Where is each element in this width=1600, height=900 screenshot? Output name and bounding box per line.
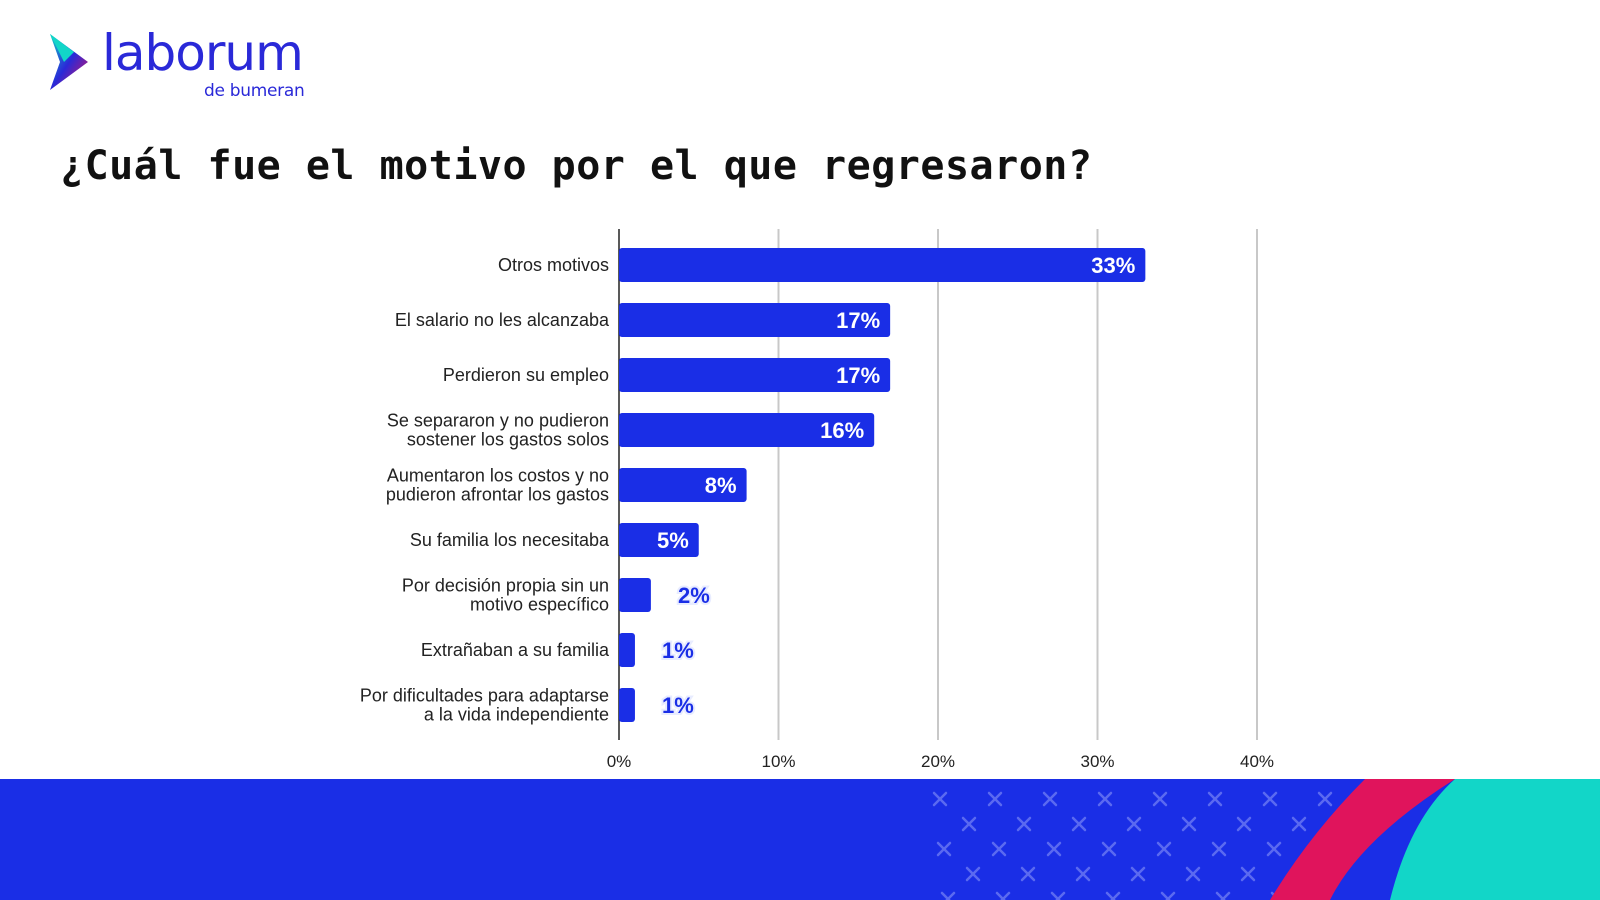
cross-mark xyxy=(1266,841,1282,857)
cross-mark xyxy=(1262,791,1278,807)
cross-mark xyxy=(1020,866,1036,882)
bar xyxy=(619,303,891,337)
x-tick-label: 0% xyxy=(607,752,632,771)
cross-mark xyxy=(991,841,1007,857)
cross-mark xyxy=(1236,816,1252,832)
cross-mark xyxy=(1046,841,1062,857)
bar-value-label: 17% xyxy=(836,363,880,388)
brand-logo: laborum de bumeran xyxy=(44,26,324,106)
category-label: Aumentaron los costos y no xyxy=(387,466,609,486)
cross-mark xyxy=(1055,891,1066,900)
category-label: Otros motivos xyxy=(498,255,609,275)
bar xyxy=(619,578,651,612)
cross-mark xyxy=(945,891,956,900)
bar xyxy=(619,358,891,392)
footer-teal-shape xyxy=(1390,779,1600,900)
cross-mark xyxy=(1110,891,1121,900)
category-label: Su familia los necesitaba xyxy=(410,530,610,550)
bar-value-label: 1% xyxy=(662,693,694,718)
cross-mark xyxy=(1097,791,1113,807)
logo-wordmark: laborum xyxy=(102,24,304,82)
cross-mark xyxy=(1220,891,1231,900)
cross-mark xyxy=(1165,891,1176,900)
category-label: motivo específico xyxy=(470,595,609,615)
cross-mark xyxy=(1291,816,1307,832)
cross-mark xyxy=(1181,816,1197,832)
bar-value-label: 16% xyxy=(820,418,864,443)
x-tick-label: 40% xyxy=(1240,752,1274,771)
category-label: Perdieron su empleo xyxy=(443,365,609,385)
cross-mark xyxy=(1240,866,1256,882)
bar xyxy=(619,688,635,722)
category-label: sostener los gastos solos xyxy=(407,430,609,450)
category-label: Se separaron y no pudieron xyxy=(387,411,609,431)
chevron-logo-icon xyxy=(50,34,88,90)
bar-value-label: 33% xyxy=(1091,253,1135,278)
cross-mark xyxy=(1000,891,1011,900)
category-label: Por decisión propia sin un xyxy=(402,576,609,596)
cross-mark xyxy=(1211,841,1227,857)
x-tick-label: 10% xyxy=(761,752,795,771)
cross-mark xyxy=(1207,791,1223,807)
cross-mark xyxy=(1152,791,1168,807)
cross-mark xyxy=(1101,841,1117,857)
x-tick-label: 30% xyxy=(1080,752,1114,771)
cross-mark xyxy=(1156,841,1172,857)
cross-mark xyxy=(1042,791,1058,807)
bar xyxy=(619,633,635,667)
cross-mark xyxy=(965,866,981,882)
x-tick-label: 20% xyxy=(921,752,955,771)
category-label: a la vida independiente xyxy=(424,705,609,725)
bar-value-label: 2% xyxy=(678,583,710,608)
bar-value-label: 8% xyxy=(705,473,737,498)
category-label: Por dificultades para adaptarse xyxy=(360,686,609,706)
cross-mark xyxy=(936,841,952,857)
cross-mark xyxy=(987,791,1003,807)
cross-mark xyxy=(961,816,977,832)
bar-value-label: 5% xyxy=(657,528,689,553)
cross-mark xyxy=(1130,866,1146,882)
cross-mark xyxy=(1185,866,1201,882)
footer-pink-shape xyxy=(1270,779,1455,900)
page-title: ¿Cuál fue el motivo por el que regresaro… xyxy=(60,143,1093,189)
category-label: Extrañaban a su familia xyxy=(421,640,610,660)
cross-mark xyxy=(1016,816,1032,832)
bar xyxy=(619,413,875,447)
cross-mark xyxy=(1126,816,1142,832)
cross-mark xyxy=(1317,791,1333,807)
cross-mark xyxy=(932,791,948,807)
bar xyxy=(619,523,699,557)
bar-value-label: 17% xyxy=(836,308,880,333)
cross-mark xyxy=(1071,816,1087,832)
category-label: El salario no les alcanzaba xyxy=(395,310,610,330)
bar-value-label: 1% xyxy=(662,638,694,663)
cross-mark xyxy=(1075,866,1091,882)
logo-subtitle: de bumeran xyxy=(204,81,305,101)
category-label: pudieron afrontar los gastos xyxy=(386,485,609,505)
bar-chart: 0% 10% 20% 30% 40% 33% Otros motivos 17% El sala… xyxy=(360,229,1274,771)
bar xyxy=(619,468,747,502)
bar xyxy=(619,248,1146,282)
footer-banner xyxy=(0,779,1600,900)
